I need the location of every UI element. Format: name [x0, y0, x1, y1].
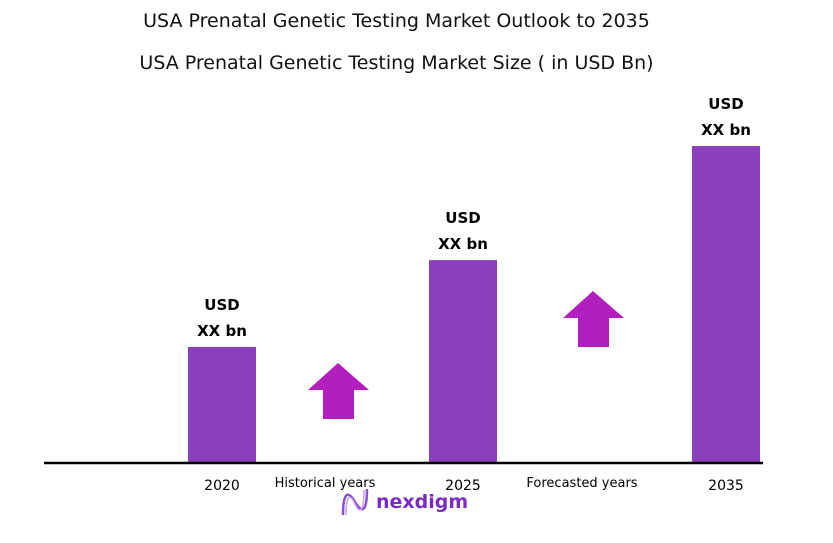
data-label-line2: XX bn [197, 322, 247, 340]
chart-subtitle: USA Prenatal Genetic Testing Market Size… [139, 52, 654, 74]
data-label-line2: XX bn [438, 235, 488, 253]
data-label-line1: USD [204, 296, 239, 314]
bar-2020 [188, 346, 256, 463]
data-label-line2: XX bn [701, 121, 751, 139]
chart-title: USA Prenatal Genetic Testing Market Outl… [143, 10, 650, 32]
period-annotation: Forecasted years [526, 476, 637, 491]
x-tick-label: 2025 [445, 478, 481, 494]
data-label-line1: USD [445, 209, 480, 227]
logo-wave-icon [341, 488, 369, 516]
nexdigm-logo: nexdigm [340, 487, 468, 517]
x-tick-label: 2035 [708, 478, 744, 494]
bar-2025 [429, 260, 497, 463]
x-tick-label: 2020 [204, 478, 240, 494]
data-label-line1: USD [708, 95, 743, 113]
up-arrow-icon [308, 363, 369, 419]
logo-text: nexdigm [376, 491, 469, 513]
period-annotation: Historical years [275, 476, 376, 491]
up-arrow-icon [563, 291, 624, 347]
bar-2035 [692, 146, 760, 463]
